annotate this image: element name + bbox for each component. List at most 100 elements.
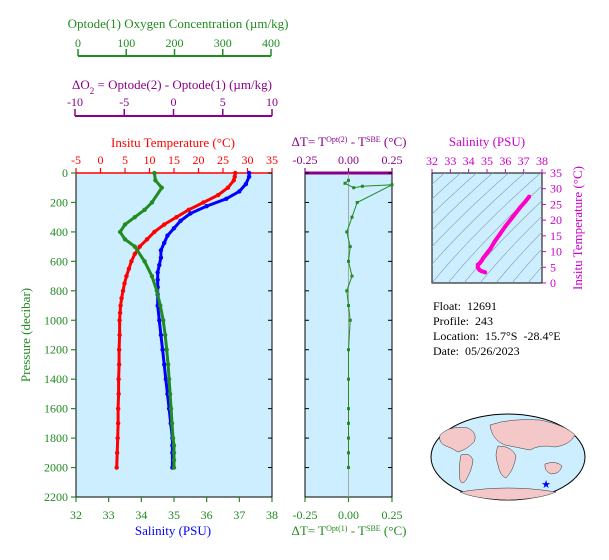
profile-point <box>115 421 121 426</box>
profile-point <box>243 181 249 187</box>
oxygen-axis-tick-label: 200 <box>166 36 184 50</box>
profile-point <box>122 237 128 242</box>
salinity-axis: 32 33 34 35 36 37 38 <box>70 497 278 522</box>
profile-point <box>158 255 164 260</box>
pressure-tick-label: 2200 <box>44 490 68 504</box>
profile-point <box>117 310 123 316</box>
dt-point <box>347 259 350 263</box>
profile-point <box>188 211 193 216</box>
oxygen-axis: 0 100 200 300 400 <box>75 36 280 57</box>
delta-o2-axis-tick-label: -5 <box>119 95 129 109</box>
map-continent-africa <box>495 445 517 479</box>
profile-point <box>115 435 120 441</box>
dt-point <box>350 215 354 219</box>
profile-point <box>171 443 177 448</box>
delta-o2-axis-tick-label: 10 <box>266 95 278 109</box>
salinity-tick-label: 36 <box>201 508 213 522</box>
map-continent-eurasia <box>489 419 576 451</box>
profile-point <box>186 207 191 213</box>
profile-point <box>171 465 177 470</box>
profile-point <box>233 170 238 176</box>
temperature-axis-title: Insitu Temperature (°C) <box>111 135 235 150</box>
ts-density-contour <box>527 266 542 283</box>
ts-point <box>497 232 502 237</box>
profile-point <box>137 244 142 249</box>
profile-point <box>144 237 150 242</box>
ts-point <box>510 215 515 219</box>
ts-density-contour <box>432 173 526 265</box>
profile-point <box>122 222 128 227</box>
ts-point <box>481 255 486 260</box>
profile-point <box>149 273 155 279</box>
ts-point <box>492 240 497 245</box>
dt-point <box>347 377 350 381</box>
oxygen-axis-tick-label: 0 <box>75 36 81 50</box>
profile-point <box>237 189 242 194</box>
oxygen-axis-tick-label: 400 <box>262 36 280 50</box>
profile-point <box>169 421 175 426</box>
profile-point <box>116 391 121 397</box>
profile-point <box>165 233 170 238</box>
dt-point <box>343 181 347 185</box>
pressure-tick-label: 200 <box>50 195 68 209</box>
profile-point <box>162 240 167 246</box>
profile-point <box>162 362 167 367</box>
pressure-tick-label: 1200 <box>44 343 68 357</box>
map-continent-south-america <box>458 453 474 484</box>
temperature-tick-label: 30 <box>242 153 254 167</box>
ts-point <box>503 224 508 229</box>
profile-point <box>246 170 252 176</box>
ts-density-contour <box>447 185 542 283</box>
delta-o2-axis-title: ΔO2 = Optode(2) - Optode(1) (µm/kg) <box>72 77 272 96</box>
dt-point <box>348 318 352 322</box>
profile-point <box>152 170 157 176</box>
dt-bottom-tick-label: 0.25 <box>382 508 403 522</box>
pressure-tick-label: 600 <box>50 254 68 268</box>
profile-point <box>132 214 137 220</box>
profile-point <box>204 203 209 209</box>
float-id: Float: 12691 <box>433 299 498 313</box>
ts-density-contour <box>432 173 462 200</box>
profile-point <box>120 288 126 294</box>
dt-top-tick-label: 0.25 <box>382 153 403 167</box>
ts-density-contour <box>463 200 542 283</box>
dt-point <box>347 421 350 425</box>
temperature-tick-label: -5 <box>71 153 81 167</box>
profile-point <box>168 406 174 411</box>
profile-point <box>162 332 168 338</box>
profile-series-line <box>115 172 237 468</box>
pressure-tick-label: 800 <box>50 284 68 298</box>
ts-point <box>518 205 522 210</box>
profile-point <box>171 450 177 456</box>
profile-point <box>157 262 162 268</box>
oxygen-axis-title: Optode(1) Oxygen Concentration (µm/kg) <box>68 16 289 31</box>
ts-y-tick-label: 20 <box>550 213 562 227</box>
temperature-tick-label: 35 <box>266 153 278 167</box>
profile-point <box>142 259 147 264</box>
dt-point <box>352 186 356 190</box>
pressure-tick-label: 1800 <box>44 431 68 445</box>
ts-x-axis-title: Salinity (PSU) <box>449 134 525 149</box>
profile-point <box>162 222 167 227</box>
pressure-tick-label: 2000 <box>44 461 68 475</box>
ts-point <box>488 246 493 251</box>
profile-point <box>246 174 252 179</box>
profile-point <box>119 295 124 301</box>
salinity-tick-label: 35 <box>168 508 180 522</box>
ts-x-tick-label: 38 <box>536 154 548 168</box>
delta-o2-axis-tick-label: 0 <box>171 95 177 109</box>
ts-y-tick-label: 5 <box>550 260 556 274</box>
float-location: Location: 15.7°S -28.4°E <box>433 329 561 343</box>
profile-point <box>159 185 164 190</box>
ts-y-tick-label: 25 <box>550 197 562 211</box>
profile-point <box>149 200 155 205</box>
profile-point <box>171 457 177 463</box>
ts-density-contours <box>432 173 542 283</box>
map-continent-antarctica <box>459 487 557 501</box>
dt-point <box>347 407 350 411</box>
ts-density-contour <box>432 173 446 185</box>
profile-point <box>170 435 176 441</box>
dt-bottom-axis-title: ΔT= TOpt(1) - TSBE (°C) <box>292 523 407 538</box>
salinity-tick-label: 38 <box>266 508 278 522</box>
profile-point <box>164 347 169 352</box>
